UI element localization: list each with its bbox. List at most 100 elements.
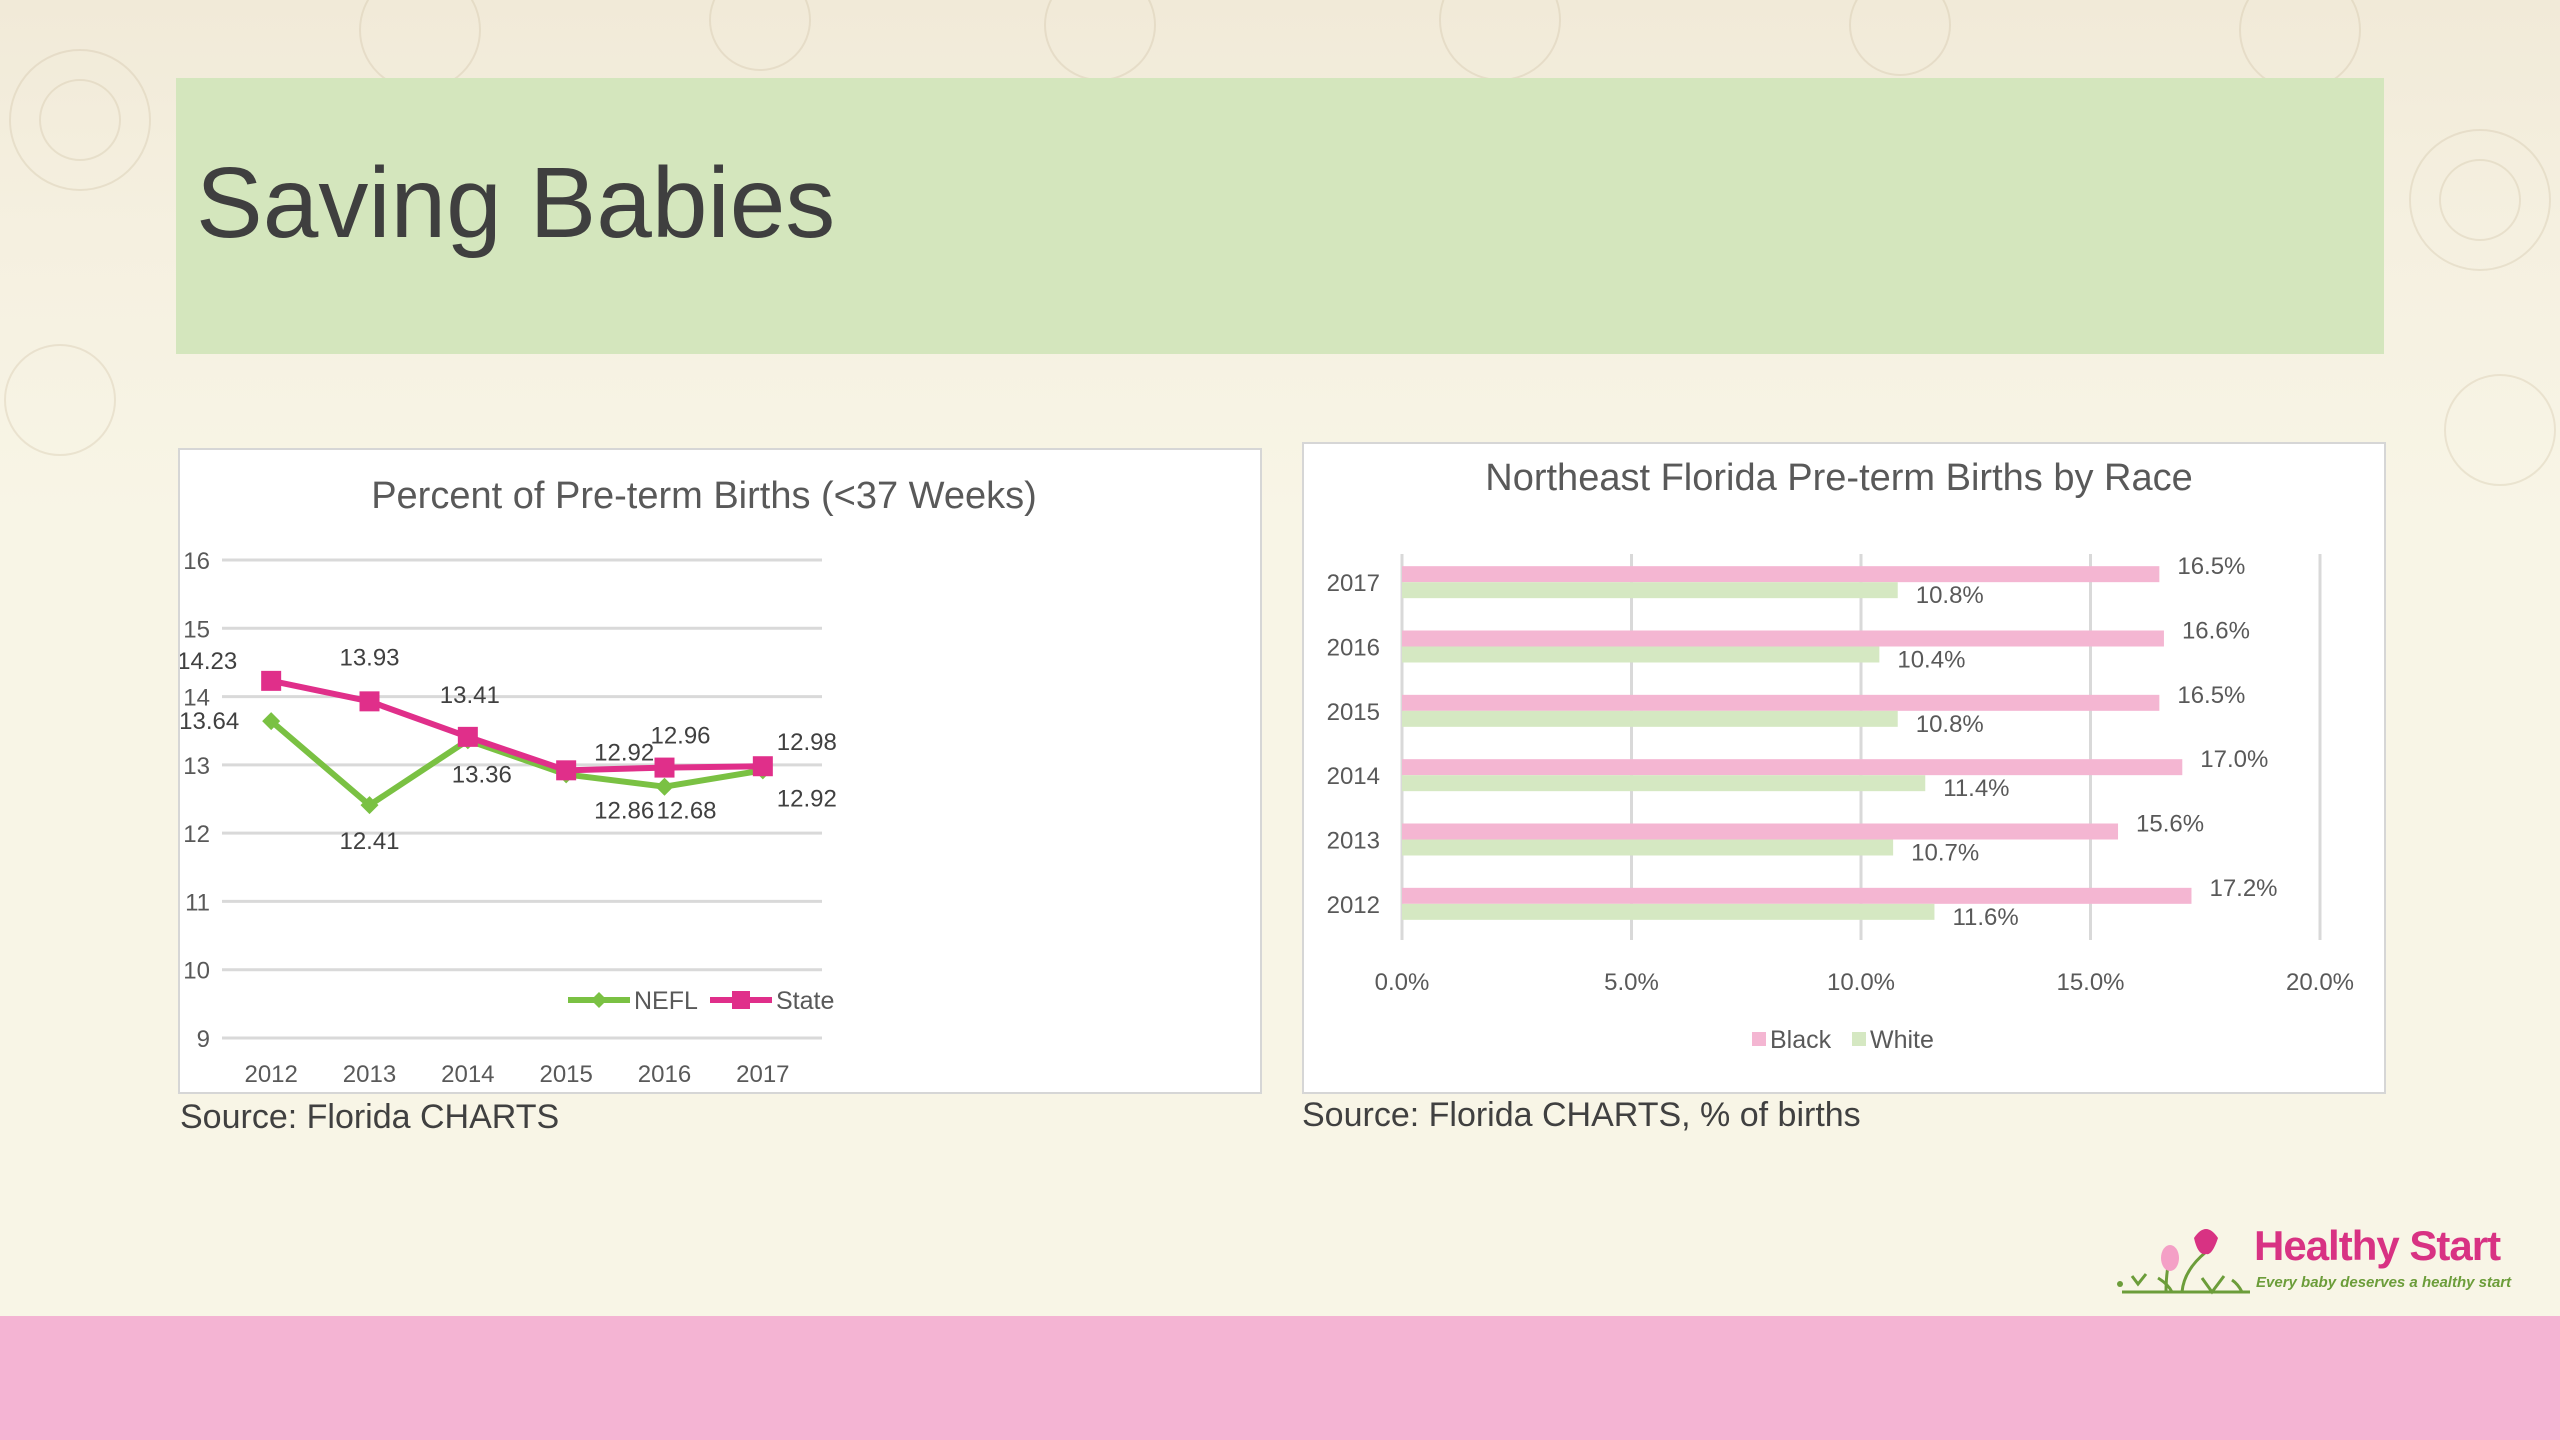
x-tick-label: 5.0% [1604, 969, 1659, 996]
bar-black [1402, 759, 2183, 776]
title-band [176, 78, 2384, 354]
x-tick-label: 0.0% [1375, 969, 1430, 996]
legend-label-black: Black [1770, 1026, 1832, 1054]
series-lines [261, 670, 773, 815]
bar-black [1402, 630, 2164, 647]
data-point-state [457, 726, 478, 747]
bar-white [1402, 839, 1894, 856]
data-label: 13.64 [180, 708, 239, 735]
data-point-nefl [360, 796, 379, 815]
data-label: 11.4% [1943, 775, 2009, 802]
x-tick-label: 2015 [539, 1061, 592, 1088]
legend-label-nefl: NEFL [634, 987, 698, 1015]
y-category-label: 2016 [1327, 635, 1380, 662]
y-tick-label: 14 [183, 685, 210, 712]
x-tick-label: 2012 [244, 1061, 297, 1088]
data-label: 12.98 [777, 729, 837, 756]
data-label: 14.23 [180, 648, 237, 675]
data-label: 15.6% [2136, 811, 2204, 838]
data-label: 10.4% [1897, 647, 1965, 674]
data-point-state [359, 691, 380, 712]
data-label: 10.8% [1916, 582, 1984, 609]
x-tick-label: 20.0% [2286, 969, 2354, 996]
source-note-left: Source: Florida CHARTS [180, 1098, 560, 1136]
data-label: 16.5% [2177, 553, 2245, 580]
bar-black [1402, 694, 2160, 711]
bars [1402, 566, 2192, 920]
preterm-line-chart: Percent of Pre-term Births (<37 Weeks) 9… [178, 448, 1262, 1094]
data-label: 12.86 [594, 797, 654, 824]
data-point-state [654, 757, 675, 778]
race-bar-chart-svg: Northeast Florida Pre-term Births by Rac… [1327, 457, 2354, 1054]
y-category-label: 2015 [1327, 699, 1380, 726]
legend-marker [591, 992, 607, 1008]
logo-tagline: Every baby deserves a healthy start [2256, 1274, 2512, 1291]
bar-white [1402, 710, 1898, 727]
data-label: 16.6% [2182, 618, 2250, 645]
data-labels: 13.64 14.23 12.41 13.93 13.36 13.41 12.86 12.92… [180, 644, 837, 855]
series-line-nefl [269, 718, 764, 809]
data-label: 13.41 [440, 682, 500, 709]
healthy-start-logo: Healthy Start Every baby deserves a heal… [2112, 1218, 2512, 1298]
y-tick-label: 12 [183, 821, 210, 848]
data-label: 12.68 [656, 798, 716, 825]
data-label: 11.6% [1952, 904, 2018, 931]
logo-name: Healthy Start [2254, 1222, 2501, 1269]
bar-white [1402, 582, 1898, 599]
data-label: 12.96 [650, 723, 710, 750]
data-label: 13.36 [452, 761, 512, 788]
data-point-state [261, 670, 282, 691]
series-line-state [270, 677, 763, 774]
bar-black [1402, 887, 2192, 904]
x-tick-label: 2016 [638, 1061, 691, 1088]
data-point-nefl [262, 712, 281, 731]
y-tick-label: 10 [183, 958, 210, 985]
source-note-right: Source: Florida CHARTS, % of births [1302, 1096, 1861, 1134]
bar-white [1402, 646, 1880, 663]
preterm-line-chart-svg: Percent of Pre-term Births (<37 Weeks) 9… [180, 475, 1037, 1088]
y-axis-ticks: 9 10 11 12 13 14 15 16 [183, 548, 210, 1053]
gridlines [222, 558, 822, 1040]
x-axis-ticks: 0.0% 5.0% 10.0% 15.0% 20.0% [1375, 969, 2354, 996]
data-label: 12.92 [594, 739, 654, 766]
data-point-state [752, 756, 773, 777]
data-label: 10.8% [1916, 711, 1984, 738]
data-label: 10.7% [1911, 840, 1979, 867]
floral-background-pattern [4, 0, 2556, 486]
data-point-state [556, 760, 577, 781]
x-tick-label: 2014 [441, 1061, 494, 1088]
x-tick-label: 10.0% [1827, 969, 1895, 996]
y-tick-label: 15 [183, 616, 210, 643]
y-tick-label: 13 [183, 753, 210, 780]
data-label: 12.41 [339, 828, 399, 855]
data-label: 16.5% [2177, 682, 2245, 709]
legend-swatch-black [1752, 1032, 1766, 1046]
legend-label-state: State [776, 987, 834, 1015]
data-label: 17.0% [2200, 746, 2268, 773]
y-axis-categories: 2017 2016 2015 2014 2013 2012 [1327, 570, 1380, 919]
x-axis-ticks: 2012 2013 2014 2015 2016 2017 [244, 1061, 789, 1088]
bar-white [1402, 775, 1926, 792]
x-tick-label: 2013 [343, 1061, 396, 1088]
y-category-label: 2017 [1327, 570, 1380, 597]
race-bar-chart: Northeast Florida Pre-term Births by Rac… [1302, 442, 2386, 1094]
data-labels: 16.5% 10.8% 16.6% 10.4% 16.5% 10.8% 17.0% 11.4%… [1897, 553, 2277, 931]
y-category-label: 2012 [1327, 892, 1380, 919]
y-tick-label: 16 [183, 548, 210, 575]
tulip-icon [2117, 1229, 2250, 1295]
bottom-band [0, 1316, 2560, 1440]
slide-title: Saving Babies [196, 147, 836, 259]
legend-label-white: White [1870, 1026, 1934, 1054]
gridlines [1400, 554, 2322, 940]
bar-white [1402, 903, 1935, 920]
x-tick-label: 2017 [736, 1061, 789, 1088]
data-point-nefl [655, 777, 674, 796]
y-category-label: 2013 [1327, 828, 1380, 855]
chart-title: Percent of Pre-term Births (<37 Weeks) [371, 475, 1037, 517]
legend-marker [732, 991, 750, 1009]
bar-black [1402, 566, 2160, 583]
y-tick-label: 11 [185, 889, 210, 916]
legend-swatch-white [1852, 1032, 1866, 1046]
y-category-label: 2014 [1327, 763, 1380, 790]
data-label: 17.2% [2209, 875, 2277, 902]
